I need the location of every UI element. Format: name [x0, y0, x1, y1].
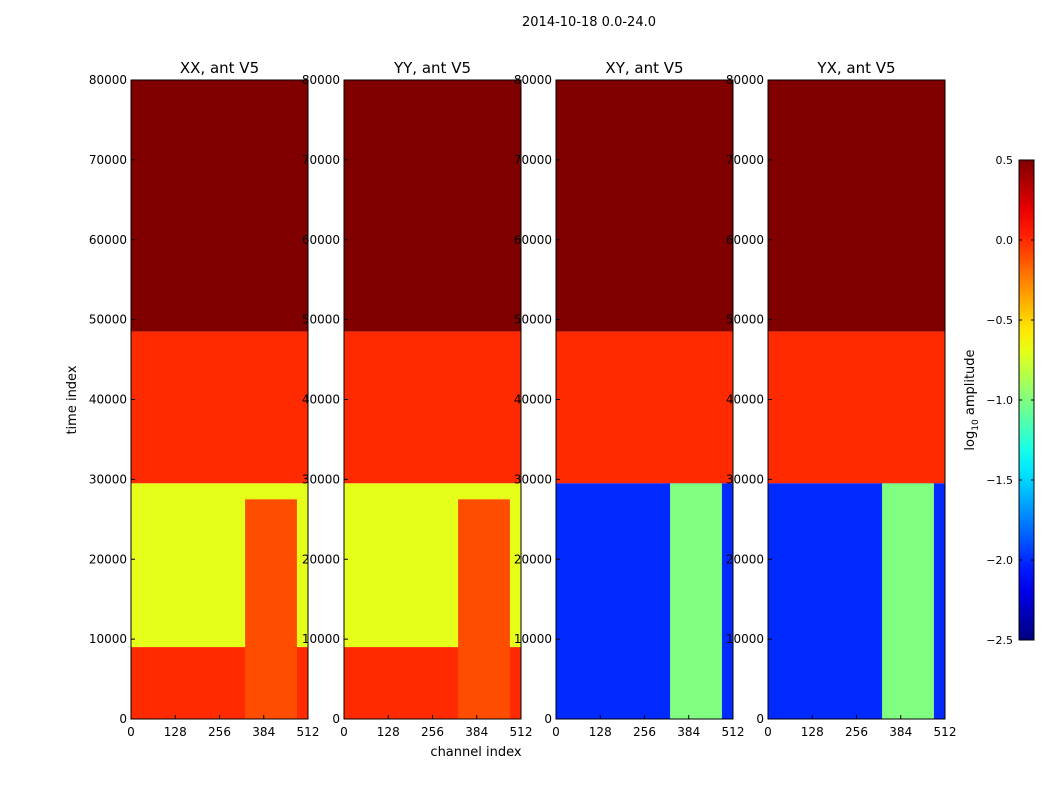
x-tick-label: 512	[722, 725, 745, 739]
y-tick-label: 30000	[726, 472, 764, 486]
colorbar-label: log10 amplitude	[963, 349, 981, 450]
colorbar-tick-label: 0.0	[996, 234, 1014, 247]
y-tick-label: 0	[119, 712, 127, 726]
x-tick-label: 512	[510, 725, 533, 739]
y-tick-label: 80000	[726, 73, 764, 87]
x-tick-label: 128	[801, 725, 824, 739]
heatmap-region-1	[768, 80, 945, 332]
y-tick-label: 80000	[89, 73, 127, 87]
panel-3: XY, ant V5 0 128 256 384 512 0 10000 20000 30000 4…	[514, 59, 745, 739]
y-tick-label: 60000	[514, 233, 552, 247]
heatmap-region-5	[458, 499, 510, 719]
x-tick-label: 256	[633, 725, 656, 739]
heatmap-region-2	[344, 331, 521, 484]
colorbar-tick-label: −1.0	[986, 394, 1013, 407]
x-tick-label: 384	[465, 725, 488, 739]
heatmap-region-1	[556, 80, 733, 332]
y-tick-label: 50000	[726, 313, 764, 327]
colorbar-tick-label: 0.5	[996, 154, 1014, 167]
colorbar-tick-label: −0.5	[986, 314, 1013, 327]
y-tick-label: 10000	[302, 632, 340, 646]
y-tick-label: 80000	[302, 73, 340, 87]
y-axis-label: time index	[65, 365, 80, 434]
y-tick-label: 40000	[514, 393, 552, 407]
x-tick-label: 384	[889, 725, 912, 739]
y-tick-label: 0	[544, 712, 552, 726]
x-tick-label: 0	[764, 725, 772, 739]
x-tick-label: 384	[677, 725, 700, 739]
y-tick-label: 60000	[302, 233, 340, 247]
y-tick-label: 10000	[514, 632, 552, 646]
colorbar-tick-label: −1.5	[986, 474, 1013, 487]
x-tick-label: 256	[421, 725, 444, 739]
x-tick-label: 256	[208, 725, 231, 739]
heatmap-region-2	[768, 331, 945, 484]
heatmap-panels: XX, ant V5 0 128 256 384 512 0 10000 20000 30000 4…	[89, 59, 957, 739]
y-tick-label: 0	[332, 712, 340, 726]
panel-2: YY, ant V5 0 128 256 384 512 0 10000 20000 30000 4…	[302, 59, 533, 739]
panel-1: XX, ant V5 0 128 256 384 512 0 10000 20000 30000 4…	[89, 59, 320, 739]
x-tick-label: 256	[845, 725, 868, 739]
y-tick-label: 70000	[726, 153, 764, 167]
panel-title: XX, ant V5	[180, 59, 259, 77]
x-tick-label: 512	[297, 725, 320, 739]
x-axis-label: channel index	[430, 745, 521, 760]
heatmap-region-1	[131, 80, 308, 332]
y-tick-label: 30000	[514, 472, 552, 486]
y-tick-label: 60000	[726, 233, 764, 247]
x-tick-label: 128	[164, 725, 187, 739]
x-tick-label: 0	[552, 725, 560, 739]
x-tick-label: 0	[340, 725, 348, 739]
y-tick-label: 50000	[302, 313, 340, 327]
panel-title: XY, ant V5	[605, 59, 683, 77]
y-tick-label: 70000	[302, 153, 340, 167]
heatmap-region-4	[882, 483, 934, 719]
y-tick-label: 20000	[514, 552, 552, 566]
y-tick-label: 70000	[514, 153, 552, 167]
heatmap-region-2	[556, 331, 733, 484]
colorbar-tick-label: −2.5	[986, 634, 1013, 647]
figure-title: 2014-10-18 0.0-24.0	[522, 15, 656, 30]
colorbar: 0.5 0.0 −0.5 −1.0 −1.5 −2.0 −2.5 log10 amplitud…	[963, 154, 1035, 647]
x-tick-label: 128	[589, 725, 612, 739]
y-tick-label: 40000	[726, 393, 764, 407]
heatmap-region-4	[670, 483, 722, 719]
y-tick-label: 20000	[89, 552, 127, 566]
y-tick-label: 40000	[89, 393, 127, 407]
y-tick-label: 0	[756, 712, 764, 726]
panel-title: YY, ant V5	[393, 59, 471, 77]
x-tick-label: 512	[934, 725, 957, 739]
y-tick-label: 60000	[89, 233, 127, 247]
y-tick-label: 80000	[514, 73, 552, 87]
y-tick-label: 40000	[302, 393, 340, 407]
panel-4: YX, ant V5 0 128 256 384 512 0 10000 20000 30000 4…	[726, 59, 957, 739]
y-tick-label: 20000	[726, 552, 764, 566]
y-tick-label: 70000	[89, 153, 127, 167]
heatmap-region-1	[344, 80, 521, 332]
y-tick-label: 30000	[302, 472, 340, 486]
heatmap-region-2	[131, 331, 308, 484]
y-tick-label: 50000	[89, 313, 127, 327]
x-tick-label: 128	[377, 725, 400, 739]
y-tick-label: 20000	[302, 552, 340, 566]
y-tick-label: 10000	[89, 632, 127, 646]
y-tick-label: 10000	[726, 632, 764, 646]
y-tick-label: 30000	[89, 472, 127, 486]
colorbar-tick-label: −2.0	[986, 554, 1013, 567]
heatmap-region-5	[245, 499, 297, 719]
x-tick-label: 0	[127, 725, 135, 739]
y-tick-label: 50000	[514, 313, 552, 327]
x-tick-label: 384	[252, 725, 275, 739]
panel-title: YX, ant V5	[816, 59, 895, 77]
